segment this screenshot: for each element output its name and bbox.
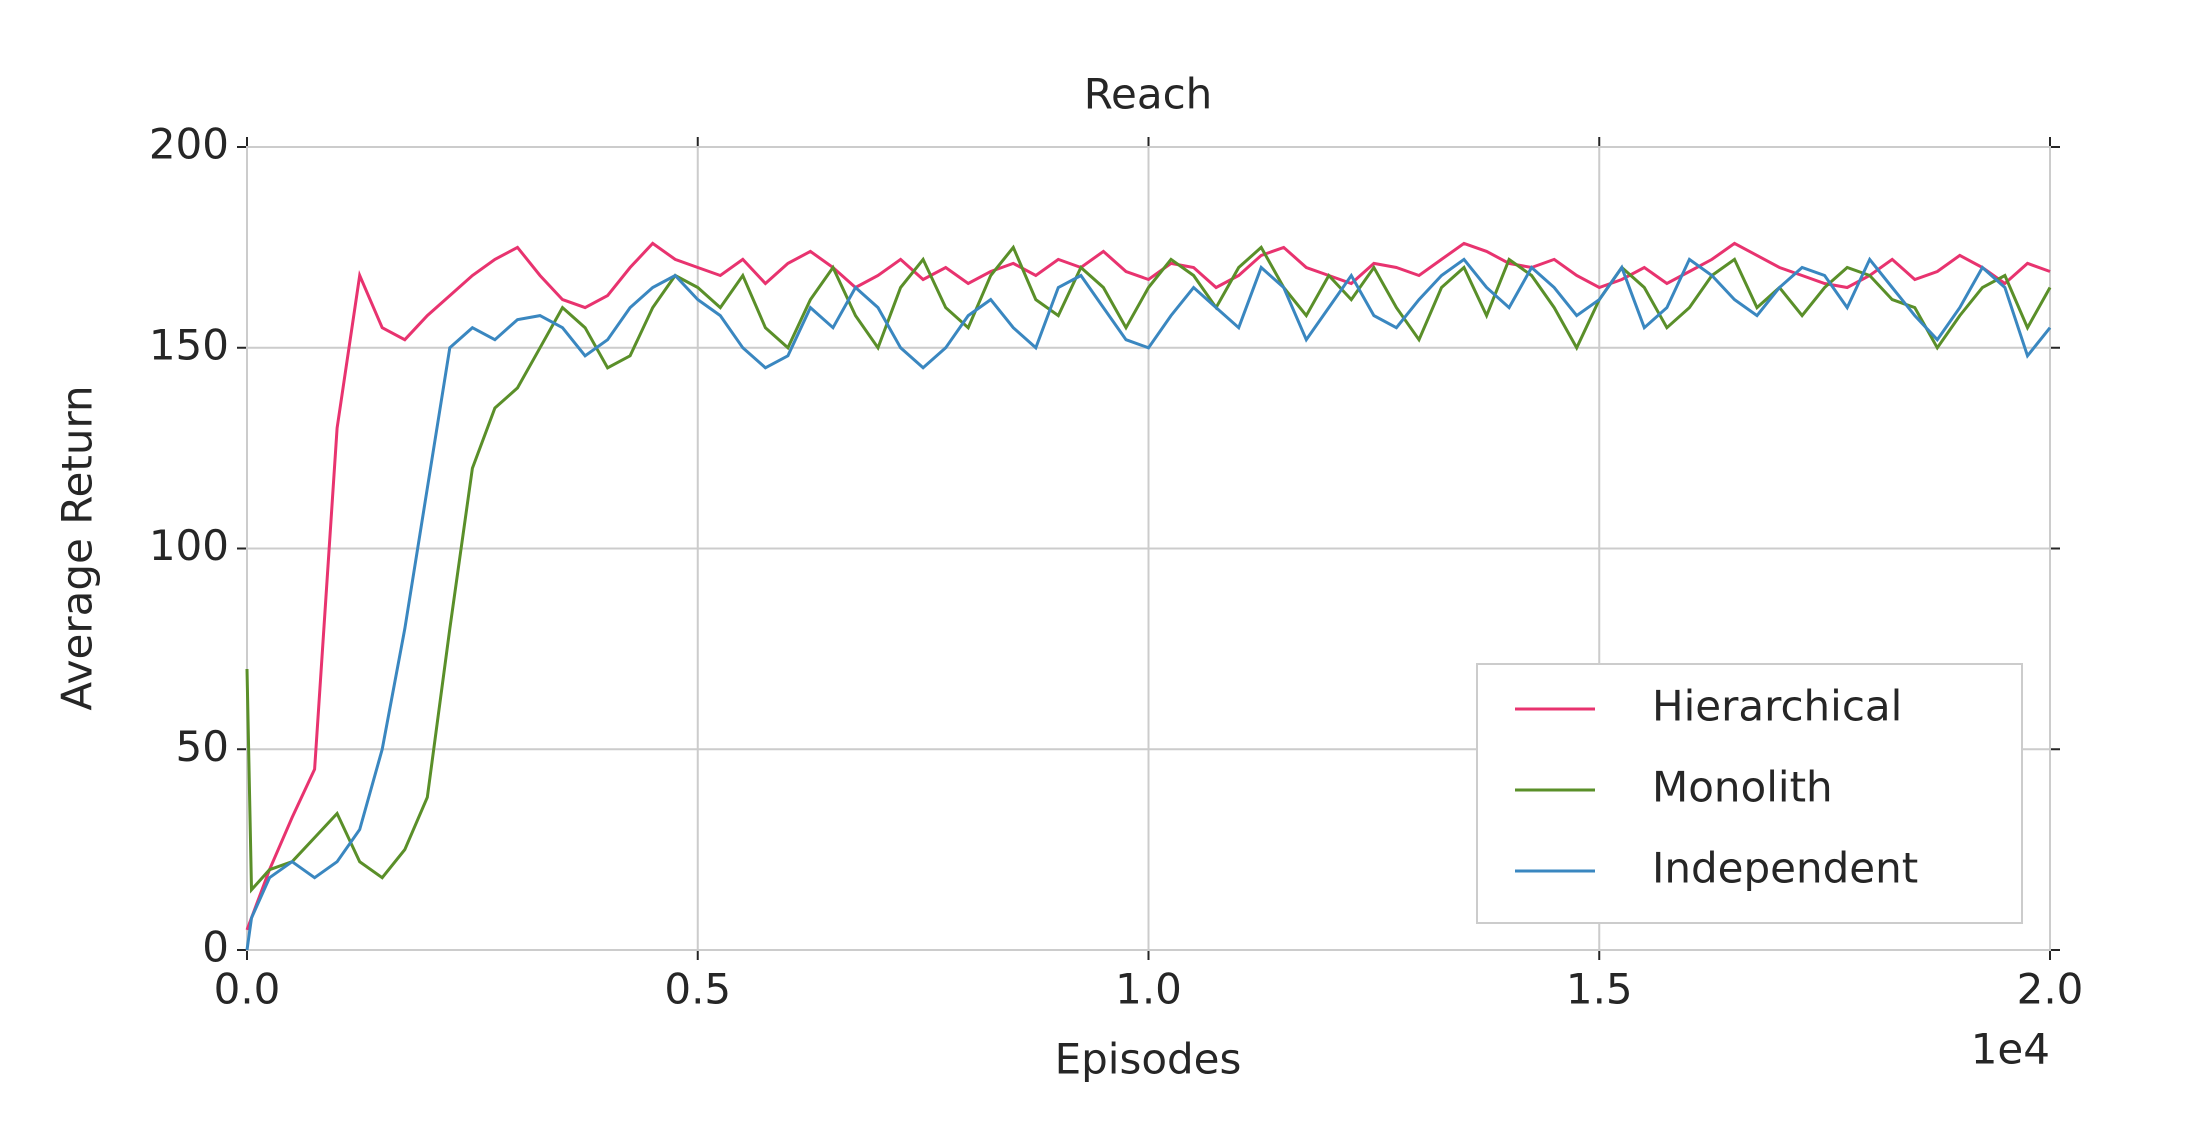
y-tick-label: 200	[149, 120, 229, 169]
plot-frame	[246, 146, 2051, 951]
y-axis-label: Average Return	[53, 385, 102, 710]
line-series	[245, 241, 2051, 931]
x-offset-label: 1e4	[1971, 1025, 2050, 1074]
y-tick-label: 0	[202, 923, 229, 972]
legend-label: Independent	[1652, 844, 1918, 893]
legend-label: Hierarchical	[1652, 682, 1902, 731]
legend-label: Monolith	[1652, 763, 1833, 812]
x-tick-label: 0.5	[664, 965, 731, 1014]
y-tick-label: 50	[176, 722, 229, 771]
line-series	[245, 244, 2052, 894]
x-tick-label: 0.0	[214, 965, 281, 1014]
x-tick-label: 1.5	[1566, 965, 1633, 1014]
x-tick-label: 2.0	[2017, 965, 2084, 1014]
line-series	[245, 256, 2052, 951]
y-tick-label: 100	[149, 521, 229, 570]
chart-title: Reach	[1084, 70, 1213, 119]
y-tick-label: 150	[149, 320, 229, 369]
x-axis-label: Episodes	[1055, 1035, 1242, 1084]
x-tick-label: 1.0	[1115, 965, 1182, 1014]
legend-box	[1476, 663, 2023, 924]
